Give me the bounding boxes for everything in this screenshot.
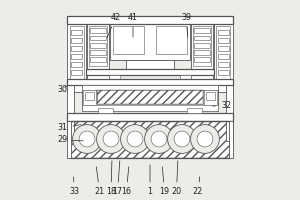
Bar <box>218 30 229 35</box>
Bar <box>218 62 229 67</box>
Bar <box>71 62 82 67</box>
Bar <box>70 121 230 158</box>
Bar <box>67 24 86 92</box>
Bar <box>194 28 210 33</box>
Bar <box>206 92 215 100</box>
Bar <box>218 38 229 43</box>
Bar <box>89 26 107 66</box>
Text: 16: 16 <box>122 167 131 196</box>
Bar <box>82 105 218 111</box>
Bar <box>85 92 94 100</box>
Bar <box>90 57 106 62</box>
Bar <box>110 24 190 60</box>
Circle shape <box>127 131 143 147</box>
Circle shape <box>197 131 213 147</box>
Text: 1: 1 <box>148 165 152 196</box>
Bar <box>86 69 214 75</box>
Bar <box>218 54 229 59</box>
Bar <box>218 70 229 75</box>
Bar <box>71 38 82 43</box>
Bar <box>194 50 210 55</box>
Circle shape <box>97 125 125 153</box>
Bar <box>90 50 106 55</box>
Bar <box>113 26 144 54</box>
Circle shape <box>103 131 119 147</box>
Text: 30: 30 <box>57 84 68 94</box>
Text: 41: 41 <box>128 12 138 37</box>
Circle shape <box>73 125 101 153</box>
Bar <box>90 36 106 40</box>
Circle shape <box>168 125 196 153</box>
Bar <box>216 26 230 80</box>
Bar <box>204 90 217 105</box>
Bar <box>218 46 229 51</box>
Bar <box>90 28 106 33</box>
Bar <box>194 43 210 48</box>
Bar <box>67 16 233 24</box>
Text: 19: 19 <box>160 167 170 196</box>
Bar <box>71 54 82 59</box>
Bar <box>67 79 233 85</box>
Bar <box>226 85 233 141</box>
Bar <box>194 57 210 62</box>
Text: 31: 31 <box>57 123 81 132</box>
Circle shape <box>79 131 95 147</box>
Bar <box>71 70 82 75</box>
Bar <box>83 90 96 105</box>
Circle shape <box>174 131 190 147</box>
Text: 21: 21 <box>94 167 105 196</box>
Text: 22: 22 <box>193 177 203 196</box>
Text: 32: 32 <box>213 102 231 110</box>
Bar <box>71 30 82 35</box>
Bar <box>70 121 230 158</box>
Bar <box>67 85 74 141</box>
Circle shape <box>121 125 149 153</box>
Bar <box>97 90 203 104</box>
Bar <box>67 113 233 121</box>
Circle shape <box>145 125 173 153</box>
Text: 33: 33 <box>69 177 79 196</box>
Bar <box>156 26 187 54</box>
Bar <box>67 121 70 158</box>
Text: 18: 18 <box>106 161 116 196</box>
Bar <box>87 24 109 80</box>
Text: 42: 42 <box>107 12 121 37</box>
Text: 20: 20 <box>171 161 182 196</box>
Bar <box>97 90 203 104</box>
Bar <box>70 26 84 80</box>
Bar <box>191 24 213 80</box>
Bar <box>214 24 233 92</box>
Bar <box>109 75 120 79</box>
Bar <box>126 60 174 69</box>
Bar <box>90 43 106 48</box>
Bar <box>82 85 218 111</box>
Bar <box>71 46 82 51</box>
Text: 39: 39 <box>181 12 191 37</box>
Bar <box>230 121 233 158</box>
Circle shape <box>190 125 219 153</box>
Bar <box>194 36 210 40</box>
Text: 29: 29 <box>57 136 83 144</box>
Bar <box>180 75 191 79</box>
Text: 17: 17 <box>112 161 123 196</box>
Circle shape <box>151 131 167 147</box>
Bar <box>193 26 211 66</box>
Bar <box>187 108 202 113</box>
Bar <box>98 108 113 113</box>
Bar <box>82 85 218 90</box>
